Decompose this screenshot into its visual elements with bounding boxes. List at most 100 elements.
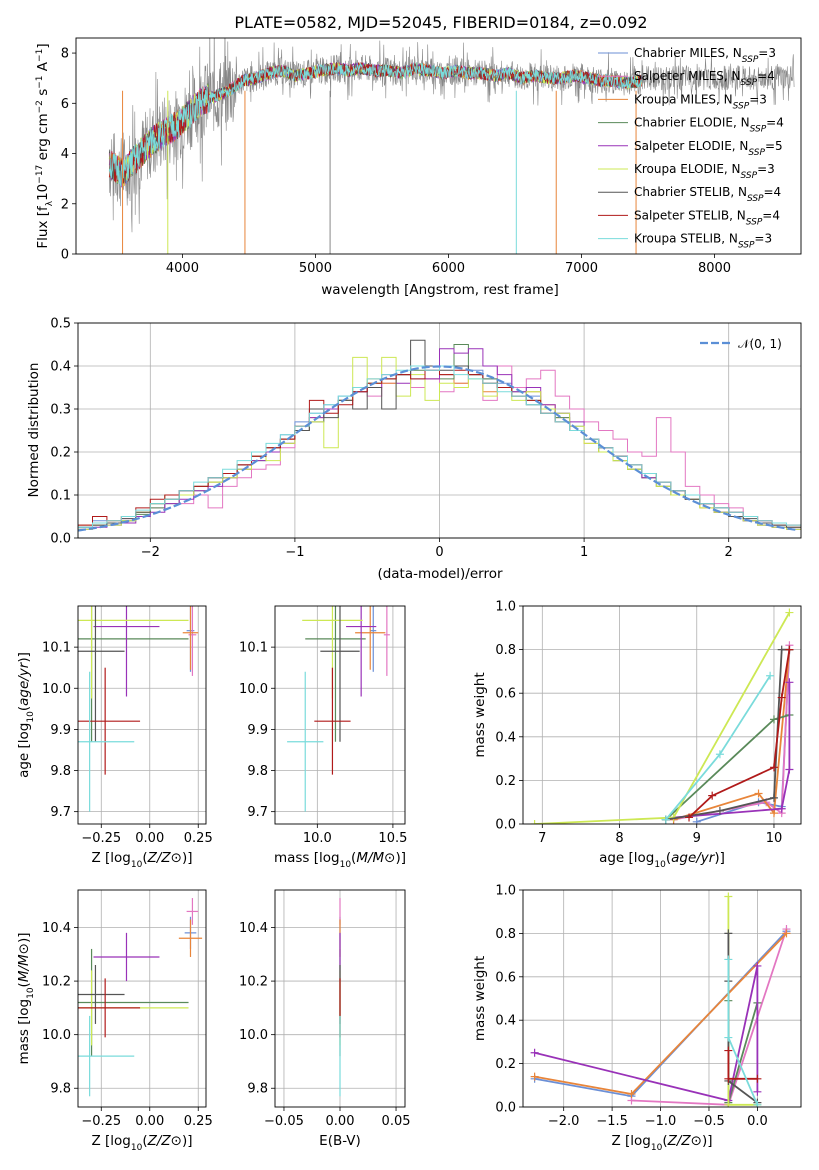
plus-marker [785, 678, 794, 687]
age_vs_Z-axes: −0.25 0.00 0.25 9.7 9.8 9.9 10.0 10.1 [42, 606, 213, 846]
plus-marker [777, 804, 786, 813]
observed-spectrum-line [109, 38, 795, 233]
plus-marker [708, 791, 717, 800]
x-axis-label: (data-model)/error [377, 566, 503, 582]
legend-label: Salpeter MILES, NSSP=4 [634, 69, 775, 88]
axes-frame [77, 889, 207, 1108]
tick-label-x: 0.00 [135, 831, 164, 846]
tick-label-y: 0.4 [495, 730, 516, 745]
weight-line-kroupa-elodie [727, 896, 758, 1106]
tick-label-y: 0.4 [50, 360, 71, 375]
errorbar-point [178, 919, 203, 957]
tick-label-y: 0 [61, 248, 69, 263]
mass_vs_Z-panel: −0.25 0.00 0.25 9.8 10.0 10.2 10.4 Z [log10(Z/Z… [16, 889, 213, 1153]
y-axis-label: mass weight [472, 672, 488, 757]
tick-label-x: −2.0 [548, 1114, 580, 1129]
axes-frame [77, 605, 207, 825]
tick-label-x: 9 [693, 831, 701, 846]
spectrum-panel: 4000 5000 6000 7000 8000 0 2 4 6 8 Chabrier MILES,… [35, 13, 802, 298]
tick-label-x: 7000 [565, 261, 598, 276]
errorbar-point [93, 606, 160, 697]
errorbar-point [78, 978, 141, 1038]
tick-label-x: 1 [580, 545, 588, 560]
tick-label-y: 10.0 [239, 682, 268, 697]
residuals-panel: −2 −1 0 1 2 0.0 0.1 0.2 0.3 0.4 0.5 𝒩(0, 1) (data-mo… [26, 317, 802, 582]
tick-label-y: 0.3 [50, 403, 71, 418]
tick-label-y: 0.6 [495, 970, 516, 985]
plus-marker [724, 1100, 733, 1107]
tick-label-y: 0.5 [50, 317, 71, 332]
axes-frame [522, 605, 802, 825]
tick-label-y: 9.8 [247, 764, 268, 779]
tick-label-y: 8 [61, 47, 69, 62]
tick-label-y: 0.0 [495, 818, 516, 833]
errorbar-point [78, 1015, 135, 1097]
plus-marker [782, 929, 791, 938]
errorbar-point [320, 606, 360, 742]
mass_vs_Z-axes: −0.25 0.00 0.25 9.8 10.0 10.2 10.4 [42, 890, 213, 1129]
legend-label: Chabrier STELIB, NSSP=4 [634, 185, 781, 204]
tick-label-y: 0.8 [495, 927, 516, 942]
y-axis-label: mass [log10(M/M⊙)] [16, 932, 36, 1064]
plus-marker [753, 1074, 762, 1083]
plus-marker [766, 671, 775, 680]
x-axis-label: E(B-V) [319, 1133, 361, 1149]
normal-curve [78, 365, 799, 532]
x-axis-label: mass [log10(M/M⊙)] [274, 850, 406, 870]
errorbar-point [78, 667, 141, 775]
tick-label-x: 8 [615, 831, 623, 846]
legend-label: Kroupa STELIB, NSSP=3 [634, 232, 772, 251]
axes-frame [274, 889, 406, 1108]
x-axis-label: age [log10(age/yr)] [599, 850, 725, 870]
weight_vs_age-panel: 7 8 9 10 0.0 0.2 0.4 0.6 0.8 1.0 age [log10(age/yr… [472, 600, 802, 870]
tick-label-y: 10.0 [239, 1028, 268, 1043]
tick-label-x: 2 [725, 545, 733, 560]
tick-label-x: −0.25 [81, 831, 121, 846]
weight-line-chabrier-stelib [665, 648, 790, 821]
tick-label-y: 10.4 [239, 921, 268, 936]
tick-label-y: 10.0 [42, 1028, 71, 1043]
plus-marker [785, 765, 794, 774]
plus-marker [777, 693, 786, 702]
legend-label: Kroupa ELODIE, NSSP=3 [634, 162, 775, 181]
axes-frame [522, 889, 802, 1108]
tick-label-x: 10.0 [303, 831, 332, 846]
age_vs_Z-panel: −0.25 0.00 0.25 9.7 9.8 9.9 10.0 10.1 Z [log10(Z… [16, 605, 213, 870]
errorbar-point [370, 606, 377, 672]
plus-marker [769, 715, 778, 724]
legend-label: Salpeter STELIB, NSSP=4 [634, 208, 780, 227]
errorbar-point [78, 671, 135, 812]
tick-label-x: 0.25 [184, 831, 213, 846]
errorbar-point [93, 932, 160, 982]
axes-frame [77, 322, 802, 539]
plus-marker [692, 817, 701, 824]
plus-marker [769, 793, 778, 802]
plus-marker [715, 750, 724, 759]
errorbar-point [355, 606, 386, 670]
tick-label-x: 0.25 [184, 1114, 213, 1129]
plus-marker [627, 1089, 636, 1098]
y-axis-label: age [log10(age/yr)] [16, 652, 36, 778]
errorbar-point [186, 898, 199, 925]
errorbar-point [314, 667, 351, 775]
tick-label-y: 9.9 [50, 723, 71, 738]
plus-marker [753, 961, 762, 970]
tick-label-y: 10.1 [42, 641, 71, 656]
tick-label-y: 9.9 [247, 723, 268, 738]
tick-label-x: 0.00 [135, 1114, 164, 1129]
tick-label-y: 9.8 [50, 764, 71, 779]
plus-marker [753, 1100, 762, 1107]
errorbar-point [305, 606, 366, 742]
tick-label-x: −2 [141, 545, 160, 560]
x-axis-label: Z [log10(Z/Z⊙)] [611, 1133, 712, 1153]
legend-label: Salpeter ELODIE, NSSP=5 [634, 139, 783, 158]
tick-label-y: 0.6 [495, 687, 516, 702]
mass_vs_EBV-axes: −0.05 0.00 0.05 9.8 10.0 10.2 10.4 [239, 890, 411, 1129]
plus-marker [777, 645, 786, 654]
legend-label: Chabrier MILES, NSSP=3 [634, 46, 776, 65]
tick-label-y: 10.4 [42, 921, 71, 936]
errorbar-point [383, 606, 390, 676]
tick-label-y: 9.8 [50, 1082, 71, 1097]
tick-label-y: 4 [61, 147, 69, 162]
